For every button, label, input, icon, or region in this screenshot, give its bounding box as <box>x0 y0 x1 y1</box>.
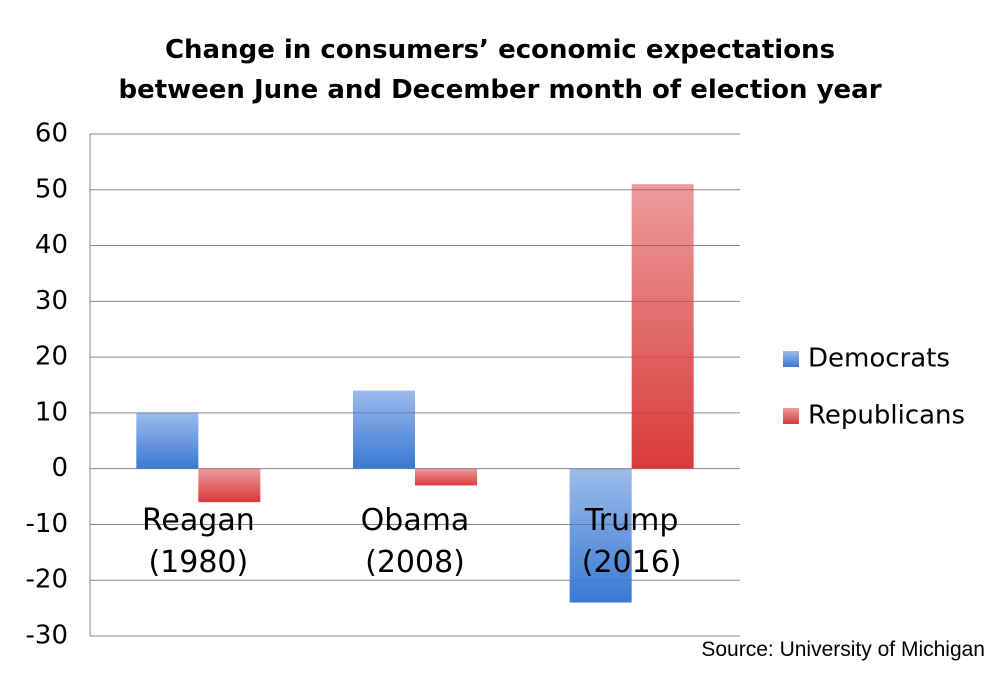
bar <box>353 390 415 469</box>
bar <box>631 184 694 469</box>
y-tick-label: -30 <box>26 621 68 651</box>
y-tick-label: 60 <box>35 119 68 149</box>
legend-label: Democrats <box>808 344 950 374</box>
x-tick-label: Trump (2016) <box>581 503 682 580</box>
bar <box>198 468 261 503</box>
source-note: Source: University of Michigan <box>701 638 985 661</box>
chart-title: Change in consumers’ economic expectatio… <box>118 35 882 105</box>
y-tick-label: 0 <box>51 453 68 483</box>
bar <box>569 468 632 603</box>
y-tick-label: -20 <box>26 565 68 595</box>
legend-swatch <box>783 408 799 424</box>
y-tick-label: 10 <box>35 397 68 427</box>
x-tick-label: Reagan (1980) <box>141 503 255 580</box>
y-tick-label: 20 <box>35 342 68 372</box>
y-tick-label: 40 <box>35 230 68 260</box>
legend-label: Republicans <box>808 401 965 431</box>
bar <box>136 412 199 469</box>
legend-swatch <box>783 351 799 367</box>
y-tick-label: -10 <box>26 509 68 539</box>
y-tick-label: 30 <box>35 286 68 316</box>
x-tick-label: Obama (2008) <box>360 503 470 580</box>
bar <box>415 468 477 486</box>
y-tick-label: 50 <box>35 174 68 204</box>
